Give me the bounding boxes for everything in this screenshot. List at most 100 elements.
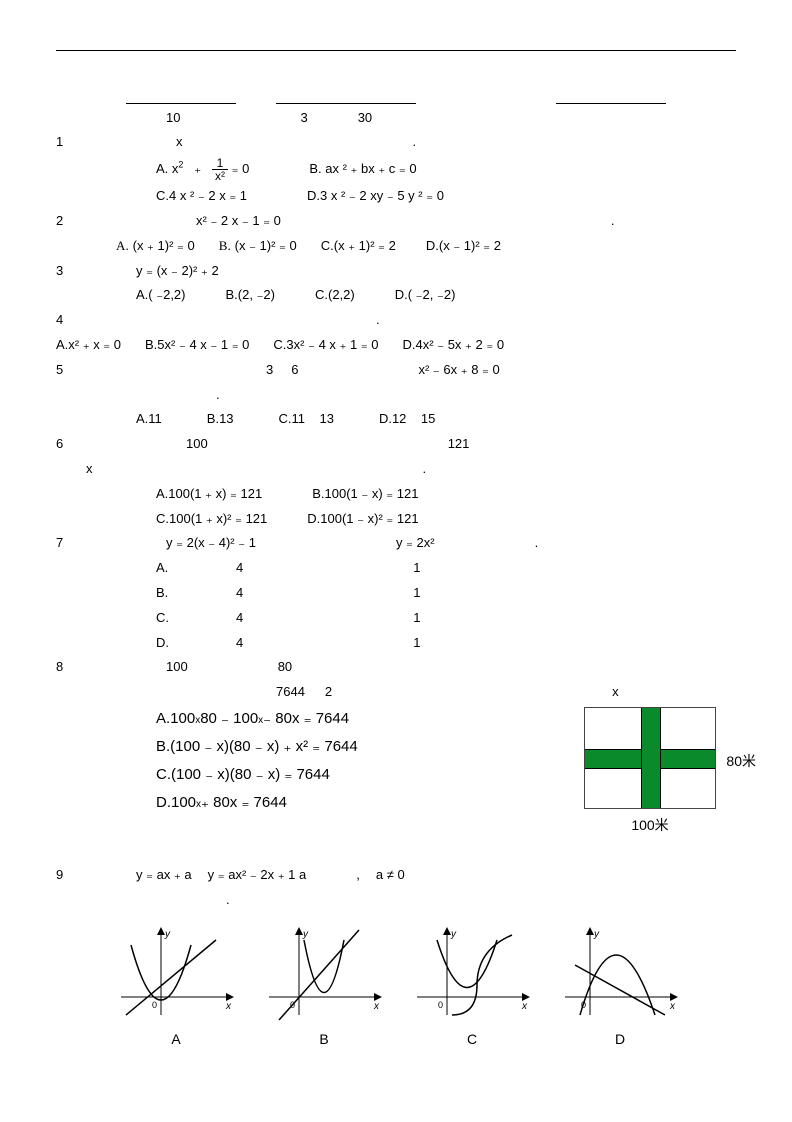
q8-a-end: ₋ 80x ₌ 7644 — [263, 707, 349, 731]
q1-d: D.3 x ² ₋ 2 xy ₋ 5 y ² ₌ 0 — [307, 186, 444, 207]
axis-x-label: x — [225, 1001, 232, 1012]
q9-eq2: y ₌ ax² ₋ 2x ₊ 1 a — [208, 865, 307, 886]
blank-line — [276, 91, 416, 104]
q5-b: B.13 — [207, 409, 234, 430]
q2-number: 2 — [56, 211, 76, 232]
q3-options: A.( ₋2,2) B.(2, ₋2) C.(2,2) D.( ₋2, ₋2) — [56, 285, 736, 306]
q7-c-4: 4 — [236, 608, 243, 629]
svg-text:x: x — [521, 1001, 528, 1012]
q9-eq1: y ₌ ax ₊ a — [136, 865, 192, 886]
q2-eq: x² ₋ 2 x ₋ 1 ₌ 0 — [196, 211, 281, 232]
q5-eq: x² ₋ 6x ₊ 8 ₌ 0 — [418, 360, 499, 381]
graph-d-label: D — [560, 1031, 680, 1047]
q8-100: 100 — [166, 657, 188, 678]
q3-a: A.( ₋2,2) — [136, 285, 186, 306]
q6-a: A.100(1 ₊ x) ₌ 121 — [156, 484, 262, 505]
q7-b-4: 4 — [236, 583, 243, 604]
q2-b: B. (x ₋ 1)² ₌ 0 — [219, 236, 297, 257]
graph-a: y x 0 A — [116, 925, 236, 1047]
q9-cond: a ≠ 0 — [376, 865, 405, 886]
svg-text:0: 0 — [581, 1000, 586, 1010]
q4-dot: . — [376, 310, 380, 331]
q3-d: D.( ₋2, ₋2) — [395, 285, 456, 306]
q8-d-end: ₊ 80x ₌ 7644 — [201, 791, 287, 815]
q4-b: B.5x² ₋ 4 x ₋ 1 ₌ 0 — [145, 335, 249, 356]
q2-d: D.(x ₋ 1)² ₌ 2 — [426, 236, 501, 257]
axis-y-label: y — [164, 929, 171, 940]
graph-c-svg: y x 0 — [412, 925, 532, 1025]
q6-row2: x . — [56, 459, 736, 480]
svg-text:0: 0 — [290, 1000, 295, 1010]
q3-c: C.(2,2) — [315, 285, 355, 306]
q2-a: A. (x ₊ 1)² ₌ 0 — [116, 236, 195, 257]
svg-text:x: x — [373, 1001, 380, 1012]
q5-options: A.11 B.13 C.11 13 D.12 15 — [56, 409, 736, 430]
q8-block: A.100x 80 ₋ 100x ₋ 80x ₌ 7644 B.(100 ₋ x… — [56, 707, 736, 847]
label-3: 3 — [300, 108, 307, 129]
road-label-100: 100米 — [584, 815, 716, 835]
label-10: 10 — [166, 108, 180, 129]
q1-c: C.4 x ² ₋ 2 x ₌ 1 — [156, 186, 247, 207]
q7-b-1: 1 — [413, 583, 420, 604]
blank-line — [126, 91, 236, 104]
q7-eq2: y ₌ 2x² — [396, 533, 435, 554]
q7-row: 7 y ₌ 2(x ₋ 4)² ₋ 1 y ₌ 2x² . — [56, 533, 736, 554]
q7-a-4: 4 — [236, 558, 243, 579]
header-numbers: 10 3 30 — [56, 108, 736, 129]
q5-d: D.12 15 — [379, 409, 435, 430]
q7-b-row: B. 4 1 — [56, 583, 736, 604]
q1-x: x — [176, 132, 183, 153]
road-box — [584, 707, 716, 809]
graph-c: y x 0 C — [412, 925, 532, 1047]
q1-a-prefix: A. x — [156, 161, 178, 176]
q1-dot: . — [413, 132, 417, 153]
q5-number: 5 — [56, 360, 76, 381]
svg-text:y: y — [450, 929, 457, 940]
q2-a-letter: A — [116, 238, 125, 253]
q6-x: x — [86, 459, 93, 480]
q7-a-row: A. 4 1 — [56, 558, 736, 579]
q5-3: 3 — [266, 360, 273, 381]
q3-eq: y ₌ (x ₋ 2)² ₊ 2 — [136, 261, 219, 282]
q8-2: 2 — [325, 682, 332, 703]
q1-options-ab: A. x2 ₊ 1 x² ₌ 0 B. ax ² ₊ bx ₊ c ₌ 0 — [56, 157, 736, 182]
q6-options-ab: A.100(1 ₊ x) ₌ 121 B.100(1 ₋ x) ₌ 121 — [56, 484, 736, 505]
q8-a-mid: 80 ₋ 100 — [200, 707, 258, 731]
q8-row: 8 100 80 — [56, 657, 736, 678]
origin-label: 0 — [152, 1000, 157, 1010]
q4-number: 4 — [56, 310, 76, 331]
graph-b-svg: y x 0 — [264, 925, 384, 1025]
q2-b-eq: . (x ₋ 1)² ₌ 0 — [227, 238, 296, 253]
q7-eq1: y ₌ 2(x ₋ 4)² ₋ 1 — [166, 533, 256, 554]
road-vertical — [641, 708, 661, 808]
q7-d-1: 1 — [413, 633, 420, 654]
q9-dot: . — [226, 890, 230, 911]
q7-a-1: 1 — [413, 558, 420, 579]
svg-text:y: y — [302, 929, 309, 940]
q7-a: A. — [156, 558, 176, 579]
page: 10 3 30 1 x . A. x2 ₊ 1 x² ₌ 0 B. ax ² ₊… — [56, 0, 736, 1087]
q7-c-1: 1 — [413, 608, 420, 629]
q8-number: 8 — [56, 657, 76, 678]
q8-a: A.100 — [156, 707, 195, 731]
q6-100: 100 — [186, 434, 208, 455]
q4-d: D.4x² ₋ 5x ₊ 2 ₌ 0 — [403, 335, 505, 356]
q3-number: 3 — [56, 261, 76, 282]
q7-d: D. — [156, 633, 176, 654]
q9-dot-row: . — [56, 890, 736, 911]
q7-c: C. — [156, 608, 176, 629]
blank-line — [556, 91, 666, 104]
road-figure: 80米 100米 — [584, 707, 716, 835]
q1-row: 1 x . — [56, 132, 736, 153]
graphs-row: y x 0 A y x 0 B — [56, 925, 736, 1047]
q5-c: C.11 13 — [279, 409, 334, 430]
q8-row2: 7644 2 x — [56, 682, 736, 703]
q5-dot: . — [216, 385, 220, 406]
q8-7644: 7644 — [276, 682, 305, 703]
graph-b-label: B — [264, 1031, 384, 1047]
q8-80: 80 — [278, 657, 292, 678]
q4-c: C.3x² ₋ 4 x ₊ 1 ₌ 0 — [273, 335, 378, 356]
q7-b: B. — [156, 583, 176, 604]
q1-b: B. ax ² ₊ bx ₊ c ₌ 0 — [309, 159, 416, 180]
q6-dot: . — [423, 459, 427, 480]
